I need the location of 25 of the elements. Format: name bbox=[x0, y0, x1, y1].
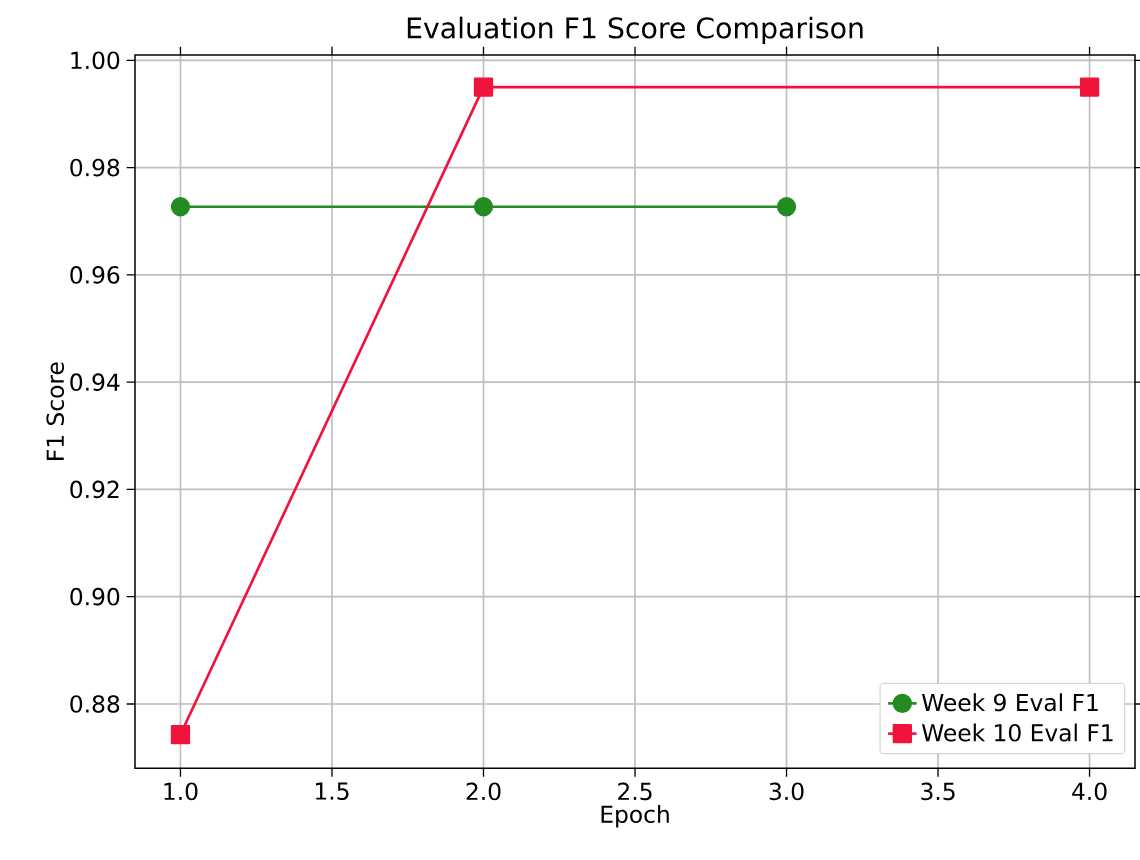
legend-label: Week 10 Eval F1 bbox=[922, 723, 1113, 742]
point bbox=[170, 724, 191, 745]
x-tick-label: 1.5 bbox=[315, 782, 349, 800]
x-tick-label: 4.0 bbox=[1072, 782, 1107, 801]
point bbox=[776, 197, 797, 217]
chart-title: Evaluation F1 Score Comparison bbox=[407, 16, 863, 45]
y-tick-label: 0.98 bbox=[70, 158, 120, 177]
y-axis-title: F1 Score bbox=[46, 362, 65, 460]
y-tick-label: 0.92 bbox=[70, 480, 119, 499]
y-tick-label: 0.94 bbox=[70, 373, 120, 391]
x-tick-label: 3.0 bbox=[769, 782, 804, 801]
point bbox=[473, 197, 494, 217]
point bbox=[1079, 77, 1100, 97]
y-tick-label: 0.88 bbox=[70, 695, 120, 713]
y-tick-label: 1.00 bbox=[71, 51, 120, 70]
point bbox=[170, 197, 191, 217]
x-tick-label: 2.0 bbox=[466, 782, 501, 801]
y-tick-label: 0.96 bbox=[70, 266, 120, 284]
point bbox=[473, 77, 494, 97]
x-axis-title: Epoch bbox=[601, 804, 669, 828]
legend-label: Week 9 Eval F1 bbox=[922, 693, 1098, 712]
y-tick-label: 0.90 bbox=[70, 587, 120, 606]
x-tick-label: 1.0 bbox=[164, 782, 198, 801]
x-tick-label: 2.5 bbox=[618, 782, 652, 801]
x-tick-label: 3.5 bbox=[921, 782, 955, 801]
